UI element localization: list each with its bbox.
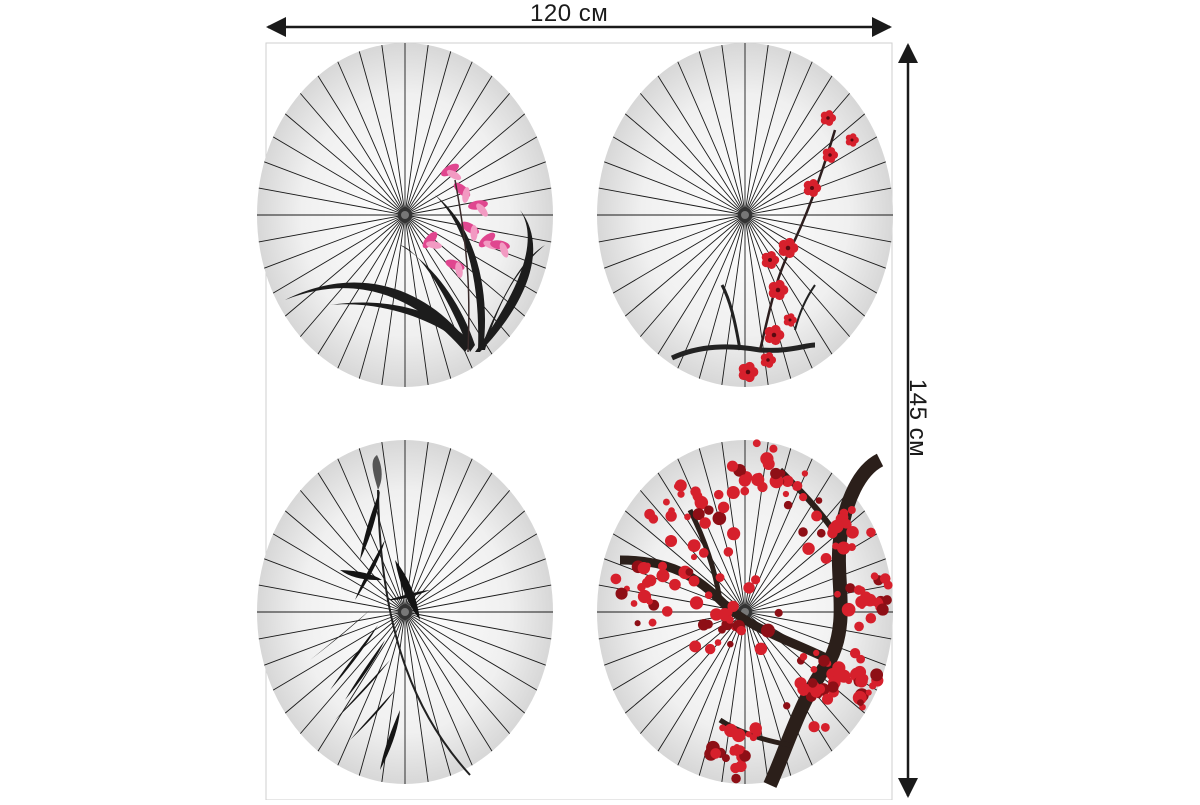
orchid-motif [285, 163, 545, 353]
umbrella-3 [257, 440, 553, 784]
cherry-tree-motif [610, 439, 893, 788]
plum-branch-motif [670, 110, 859, 383]
umbrella-1 [257, 43, 553, 387]
bamboo-motif [310, 455, 471, 776]
width-dimension-label: 120 см [530, 0, 609, 27]
height-dimension-label: 145 см [904, 378, 932, 458]
umbrella-4 [597, 439, 893, 788]
umbrella-2 [597, 43, 893, 387]
